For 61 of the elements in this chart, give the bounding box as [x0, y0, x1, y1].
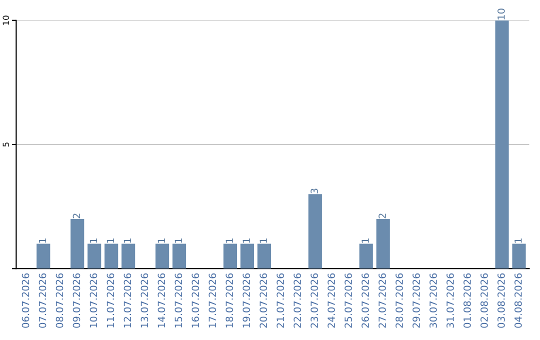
bar: [512, 244, 526, 269]
x-tick-label: 14.07.2026: [158, 273, 166, 328]
x-tick-label: 16.07.2026: [192, 273, 200, 328]
x-tick-label: 25.07.2026: [344, 273, 352, 328]
x-tick-label: 13.07.2026: [140, 273, 148, 328]
data-label: 1: [514, 238, 522, 243]
x-tick-label: 22.07.2026: [294, 273, 301, 328]
x-tick-label: 28.07.2026: [396, 273, 403, 328]
data-label: 1: [38, 238, 46, 243]
data-label: 1: [124, 238, 131, 243]
x-tick-label: 27.07.2026: [378, 273, 386, 328]
bar: [257, 244, 271, 269]
bar: [240, 244, 254, 269]
x-tick-label: 21.07.2026: [276, 273, 284, 328]
data-label: 1: [242, 238, 250, 243]
bar: [223, 244, 238, 269]
x-tick-label: 04.08.2026: [514, 273, 522, 328]
x-tick-label: 10.07.2026: [90, 273, 98, 328]
y-tick-label: 5: [2, 142, 10, 147]
bar: [359, 244, 373, 269]
x-tick-label: 20.07.2026: [260, 273, 268, 328]
data-label: 10: [497, 8, 505, 20]
data-label: 1: [260, 238, 267, 243]
x-tick-label: 30.07.2026: [430, 273, 437, 328]
bar: [104, 244, 118, 269]
bar: [122, 244, 136, 269]
bar: [70, 218, 84, 269]
bar: [36, 244, 50, 269]
data-label: 2: [72, 214, 80, 218]
x-tick-label: 07.07.2026: [38, 273, 46, 328]
data-label: 1: [158, 238, 165, 243]
x-tick-label: 12.07.2026: [124, 273, 132, 328]
data-label: 3: [310, 188, 318, 194]
x-tick-label: 17.07.2026: [208, 273, 216, 328]
bar: [376, 218, 390, 269]
bar: [172, 244, 186, 269]
x-tick-label: 11.07.2026: [106, 273, 114, 328]
data-label: 1: [362, 238, 369, 243]
x-tick-label: 19.07.2026: [242, 273, 250, 328]
x-tick-label: 18.07.2026: [226, 273, 234, 328]
x-tick-label: 26.07.2026: [362, 273, 369, 328]
x-tick-label: 03.08.2026: [497, 273, 505, 328]
x-tick-label: 29.07.2026: [412, 273, 420, 328]
x-tick-label: 02.08.2026: [480, 273, 488, 328]
data-label: 1: [226, 238, 233, 243]
bar: [495, 20, 509, 269]
x-tick-label: 08.07.2026: [56, 273, 64, 328]
x-tick-label: 24.07.2026: [328, 273, 335, 328]
data-label: 1: [106, 238, 114, 243]
data-label: 1: [174, 238, 182, 243]
bar: [155, 244, 170, 269]
data-label: 1: [90, 238, 98, 243]
data-label: 2: [378, 214, 386, 218]
x-tick-label: 15.07.2026: [174, 273, 182, 328]
x-tick-label: 31.07.2026: [446, 273, 454, 328]
x-tick-label: 06.07.2026: [22, 273, 30, 328]
bar: [88, 244, 102, 269]
x-tick-label: 09.07.2026: [72, 273, 80, 328]
x-tick-label: 23.07.2026: [310, 273, 318, 328]
bar: [308, 194, 322, 269]
x-tick-label: 01.08.2026: [464, 273, 471, 328]
